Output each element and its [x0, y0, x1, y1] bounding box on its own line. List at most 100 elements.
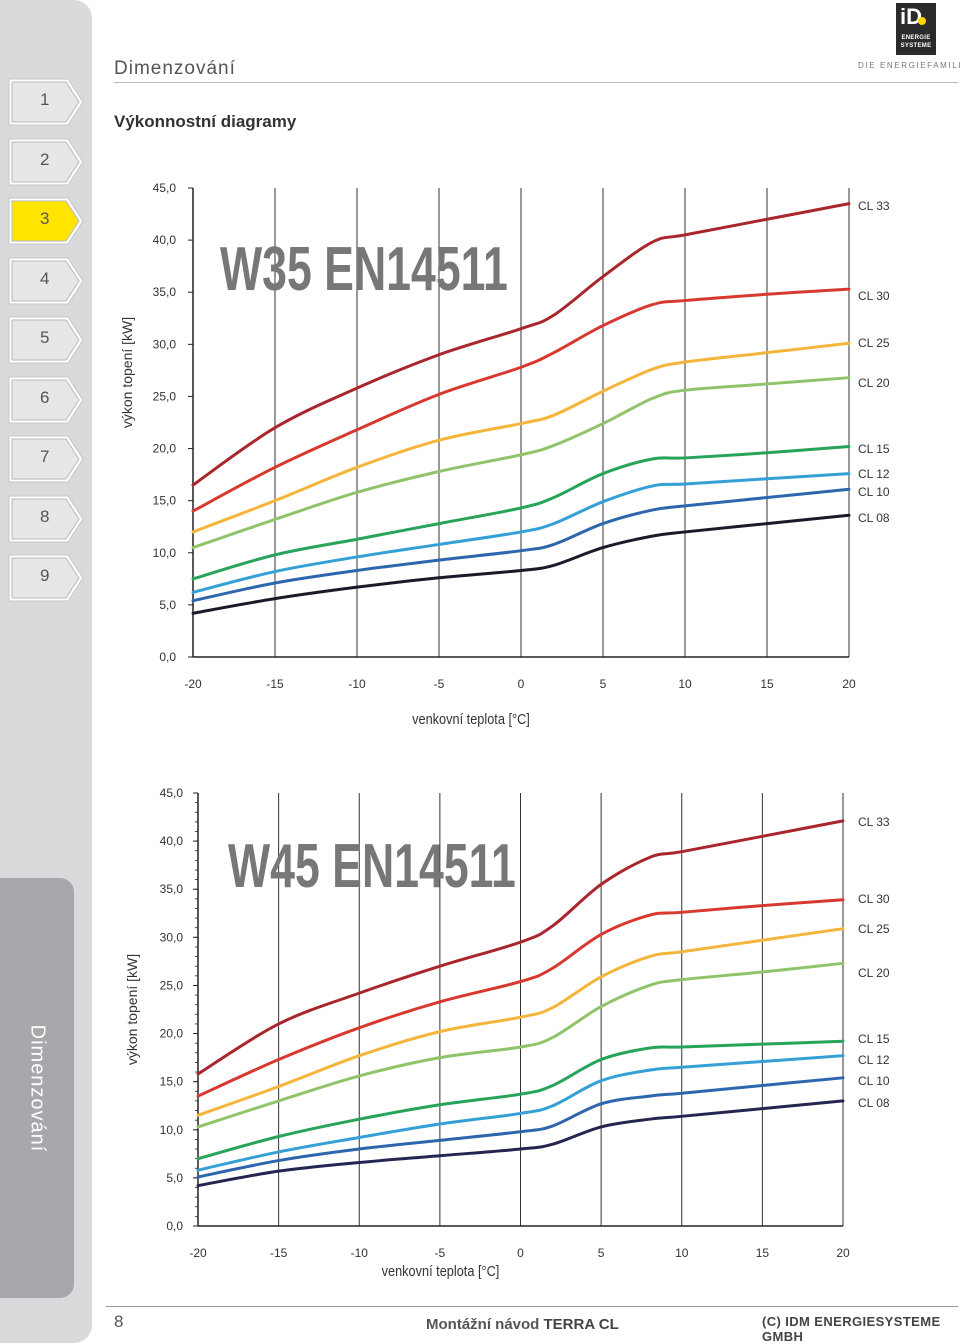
legend-label: CL 12: [858, 1053, 890, 1067]
x-tick-label: -20: [189, 1246, 207, 1260]
chart-w35: 0,0 5,0 10,0 15,0 20,0 25,0 30,0 35,0 40,0 45,0 -2…: [119, 181, 890, 727]
series-line: [191, 376, 851, 550]
legend-label: CL 12: [858, 467, 890, 481]
y-tick-label: 45,0: [153, 181, 177, 195]
y-tick-label: 0,0: [166, 1219, 183, 1233]
x-tick-label: 10: [675, 1246, 689, 1260]
legend-label: CL 15: [858, 442, 890, 456]
footer-divider: [106, 1306, 958, 1307]
x-tick-label: 15: [760, 677, 774, 691]
x-tick-label: 15: [756, 1246, 770, 1260]
chapter-nav-6[interactable]: 6: [6, 374, 86, 426]
chapter-number: 3: [40, 209, 50, 228]
series-line: [191, 202, 851, 487]
chapter-arrow-icon: [8, 376, 84, 423]
y-tick-label: 25,0: [160, 978, 184, 992]
x-tick-label: 5: [600, 677, 607, 691]
series-line: [196, 1099, 845, 1188]
y-tick-label: 20,0: [153, 442, 177, 456]
y-tick-label: 30,0: [153, 337, 177, 351]
chapter-nav-3[interactable]: 3: [6, 195, 86, 247]
series-line: [196, 819, 845, 1076]
y-tick-label: 40,0: [160, 834, 184, 848]
copyright-notice: (C) IDM ENERGIESYSTEME GMBH: [762, 1314, 941, 1344]
chapter-nav-1[interactable]: 1: [6, 76, 86, 128]
x-tick-label: 0: [517, 1246, 524, 1260]
chapter-number: 9: [40, 566, 50, 585]
series-line: [191, 287, 851, 513]
y-tick-label: 15,0: [153, 494, 177, 508]
legend-label: CL 30: [858, 892, 890, 906]
header-divider: [114, 82, 958, 83]
page-header-title: Dimenzování: [114, 58, 236, 79]
x-tick-label: -15: [266, 677, 284, 691]
section-title: Výkonnostní diagramy: [114, 112, 297, 131]
y-tick-label: 45,0: [160, 786, 184, 800]
series-line: [191, 487, 851, 603]
logo-dot-icon: [918, 17, 926, 25]
x-tick-label: 20: [836, 1246, 850, 1260]
x-tick-label: 10: [678, 677, 692, 691]
chapter-arrow-icon: [8, 197, 84, 245]
y-axis-label: výkon topení [kW]: [119, 317, 135, 428]
x-tick-label: -10: [351, 1246, 369, 1260]
series-line: [191, 513, 851, 615]
series-line: [191, 444, 851, 581]
chapter-number: 7: [40, 447, 50, 466]
series-line: [196, 1076, 845, 1179]
x-tick-label: -10: [348, 677, 366, 691]
y-tick-label: 30,0: [160, 930, 184, 944]
chapter-arrow-icon: [8, 257, 84, 304]
legend-label: CL 25: [858, 336, 890, 350]
idm-logo: iD ENERGIE SYSTEME: [896, 3, 936, 55]
chapter-nav-5[interactable]: 5: [6, 314, 86, 366]
logo-text-systeme: SYSTEME: [900, 43, 932, 49]
chapter-nav-7[interactable]: 7: [6, 433, 86, 485]
logo-mark: iD: [900, 4, 922, 29]
chart-title: W35 EN14511: [220, 235, 508, 304]
series-line: [196, 1039, 845, 1161]
chapter-nav-2[interactable]: 2: [6, 136, 86, 188]
page-number: 8: [114, 1312, 124, 1331]
x-tick-label: -5: [435, 1246, 446, 1260]
logo-text-energie: ENERGIE: [901, 35, 931, 41]
series-line: [191, 341, 851, 534]
legend-label: CL 33: [858, 815, 890, 829]
legend-label: CL 20: [858, 966, 890, 980]
chapter-arrow-icon: [8, 435, 84, 483]
series-line: [196, 898, 845, 1098]
x-tick-label: -5: [434, 677, 445, 691]
legend-label: CL 33: [858, 199, 890, 213]
y-tick-label: 5,0: [159, 598, 176, 612]
chapter-number: 4: [40, 268, 50, 288]
chart-w45: 0,0 5,0 10,0 15,0 20,0 25,0 30,0 35,0 40,0 45,0 -2…: [124, 786, 890, 1279]
y-tick-label: 15,0: [160, 1075, 184, 1089]
x-tick-label: 0: [518, 677, 525, 691]
chapter-nav-4[interactable]: 4: [6, 255, 86, 307]
brand-tagline: DIE ENERGIEFAMILIE: [858, 61, 960, 70]
series-line: [191, 472, 851, 594]
chapter-nav-9[interactable]: 9: [6, 552, 86, 604]
chart-title: W45 EN14511: [228, 832, 516, 901]
document-title-plain: Montážní návod: [426, 1316, 544, 1333]
legend-label: CL 25: [858, 922, 890, 936]
chapter-nav-8[interactable]: 8: [6, 493, 86, 545]
y-tick-label: 0,0: [159, 650, 176, 664]
y-tick-label: 35,0: [160, 882, 184, 896]
legend-label: CL 15: [858, 1032, 890, 1046]
series-line: [196, 1054, 845, 1172]
y-tick-label: 10,0: [160, 1123, 184, 1137]
chapter-number: 5: [40, 328, 50, 347]
y-tick-label: 10,0: [153, 546, 177, 560]
x-tick-label: -15: [270, 1246, 288, 1260]
y-tick-label: 20,0: [160, 1027, 184, 1041]
document-title-product: TERRA CL: [543, 1316, 619, 1333]
chapter-number: 1: [40, 90, 50, 109]
x-axis-label: venkovní teplota [°C]: [382, 1262, 500, 1279]
x-tick-label: 5: [598, 1246, 605, 1260]
series-line: [196, 961, 845, 1129]
legend-label: CL 20: [858, 376, 890, 390]
x-tick-label: -20: [184, 677, 202, 691]
legend-label: CL 08: [858, 511, 890, 525]
legend-label: CL 10: [858, 485, 890, 499]
